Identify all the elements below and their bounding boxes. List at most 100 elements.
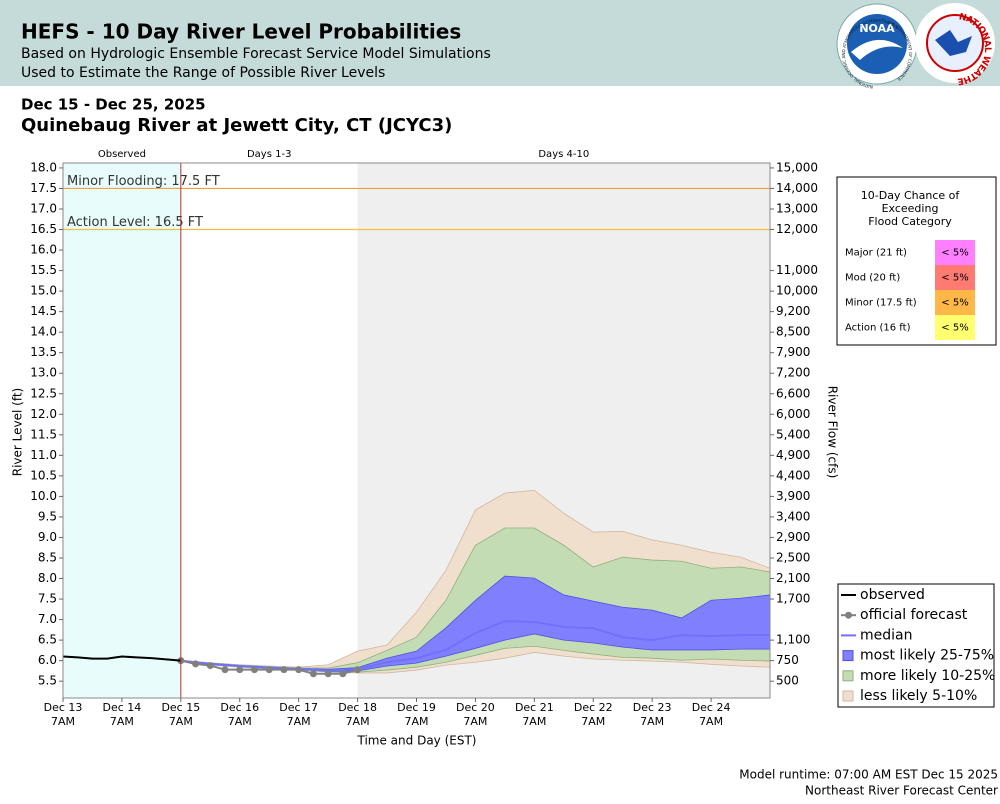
plot-data xyxy=(63,489,770,678)
y2-tick-label: 7,200 xyxy=(776,366,810,380)
x-tick-label: 7AM xyxy=(169,715,193,728)
y-tick-label: 5.5 xyxy=(38,674,57,688)
y-tick-label: 16.5 xyxy=(30,222,57,236)
forecast-point xyxy=(206,662,214,670)
y-axis-title: River Level (ft) xyxy=(11,388,25,476)
y-tick-label: 14.5 xyxy=(30,304,57,318)
y-tick-label: 13.0 xyxy=(30,366,57,380)
forecast-point xyxy=(250,666,258,674)
x-tick-label: Dec 16 xyxy=(220,701,259,714)
threshold-label: Minor Flooding: 17.5 FT xyxy=(67,174,220,189)
chart-title: Quinebaug River at Jewett City, CT (JCYC… xyxy=(21,115,452,136)
y2-tick-label: 9,200 xyxy=(776,304,810,318)
x-tick-label: 7AM xyxy=(51,715,75,728)
legend-label: most likely 25-75% xyxy=(860,648,994,664)
y-tick-label: 10.5 xyxy=(30,468,57,482)
y2-tick-label: 10,000 xyxy=(776,284,818,298)
legend-label: observed xyxy=(860,587,925,603)
flood-chance-value: < 5% xyxy=(941,248,968,259)
x-axis-title: Time and Day (EST) xyxy=(357,734,477,748)
region xyxy=(180,163,358,698)
y2-tick-label: 3,400 xyxy=(776,509,810,523)
y-tick-label: 8.5 xyxy=(38,550,57,564)
y2-tick-label: 4,400 xyxy=(776,468,810,482)
y2-tick-label: 750 xyxy=(776,653,799,667)
flood-chance-value: < 5% xyxy=(941,298,968,309)
x-tick-label: Dec 13 xyxy=(44,701,83,714)
y-tick-label: 9.5 xyxy=(38,509,57,523)
flood-chance-title: 10-Day Chance of xyxy=(861,189,961,202)
x-tick-label: Dec 15 xyxy=(161,701,200,714)
forecast-point xyxy=(324,670,332,678)
y-tick-label: 7.0 xyxy=(38,612,57,626)
threshold-label: Action Level: 16.5 FT xyxy=(67,215,203,230)
legend-swatch xyxy=(842,690,854,702)
y-tick-label: 7.5 xyxy=(38,592,57,606)
legend-swatch xyxy=(845,611,852,619)
legend-swatch xyxy=(842,650,854,662)
y2-tick-label: 13,000 xyxy=(776,201,818,215)
y-tick-label: 8.0 xyxy=(38,571,57,585)
forecast-point xyxy=(339,670,347,678)
flood-chance-cell xyxy=(935,265,975,290)
y-tick-label: 16.0 xyxy=(30,243,57,257)
y-tick-label: 12.0 xyxy=(30,407,57,421)
y2-tick-label: 7,900 xyxy=(776,345,810,359)
x-tick-label: Dec 21 xyxy=(515,701,554,714)
y2-tick-label: 6,600 xyxy=(776,386,810,400)
series-line xyxy=(180,620,770,672)
forecast-point xyxy=(309,670,317,678)
y2-tick-label: 2,900 xyxy=(776,530,810,544)
date-range: Dec 15 - Dec 25, 2025 xyxy=(21,96,206,114)
x-tick-label: Dec 23 xyxy=(633,701,672,714)
forecast-point xyxy=(354,666,362,674)
x-tick-label: Dec 19 xyxy=(397,701,436,714)
forecast-point xyxy=(280,666,288,674)
y2-tick-label: 6,000 xyxy=(776,407,810,421)
flood-category: Action (16 ft) xyxy=(845,323,911,334)
y2-tick-label: 2,500 xyxy=(776,550,810,564)
flood-category: Major (21 ft) xyxy=(845,248,907,259)
x-tick-label: Dec 17 xyxy=(279,701,318,714)
footer-text: Northeast River Forecast Center xyxy=(805,784,998,798)
series-line xyxy=(63,655,181,662)
legend-label: official forecast xyxy=(860,607,968,623)
x-tick-label: 7AM xyxy=(581,715,605,728)
y-tick-label: 17.0 xyxy=(30,201,57,215)
flood-category: Minor (17.5 ft) xyxy=(845,298,917,309)
flood-chance-cell xyxy=(935,240,975,265)
y-tick-label: 14.0 xyxy=(30,325,57,339)
flood-chance-cell xyxy=(935,315,975,340)
region xyxy=(63,163,181,698)
y2-tick-label: 1,700 xyxy=(776,592,810,606)
page-title: HEFS - 10 Day River Level Probabilities xyxy=(21,20,461,44)
x-tick-label: Dec 18 xyxy=(338,701,377,714)
legend-label: less likely 5-10% xyxy=(860,688,977,704)
legend-label: median xyxy=(860,627,912,643)
legend: observed official forecast median most like… xyxy=(837,583,995,708)
y-tick-label: 18.0 xyxy=(30,160,57,174)
y2-tick-label: 500 xyxy=(776,674,799,688)
flood-chance-title: Flood Category xyxy=(868,215,952,228)
y2-axis-title: River Flow (cfs) xyxy=(826,386,840,479)
x-tick-label: 7AM xyxy=(287,715,311,728)
y2-tick-label: 15,000 xyxy=(776,160,818,174)
y2-tick-label: 14,000 xyxy=(776,181,818,195)
y-tick-label: 9.0 xyxy=(38,530,57,544)
y-tick-label: 11.0 xyxy=(30,448,57,462)
y-tick-label: 6.5 xyxy=(38,633,57,647)
header-band xyxy=(0,0,1000,86)
x-tick-label: Dec 22 xyxy=(574,701,613,714)
x-tick-label: 7AM xyxy=(463,715,487,728)
x-tick-label: 7AM xyxy=(346,715,370,728)
x-tick-label: Dec 20 xyxy=(456,701,495,714)
x-tick-label: Dec 14 xyxy=(103,701,142,714)
flood-chance-title: Exceeding xyxy=(882,202,939,215)
forecast-point xyxy=(221,666,229,674)
y2-tick-label: 11,000 xyxy=(776,263,818,277)
forecast-point xyxy=(265,666,273,674)
x-tick-label: Dec 24 xyxy=(692,701,731,714)
x-tick-label: 7AM xyxy=(640,715,664,728)
